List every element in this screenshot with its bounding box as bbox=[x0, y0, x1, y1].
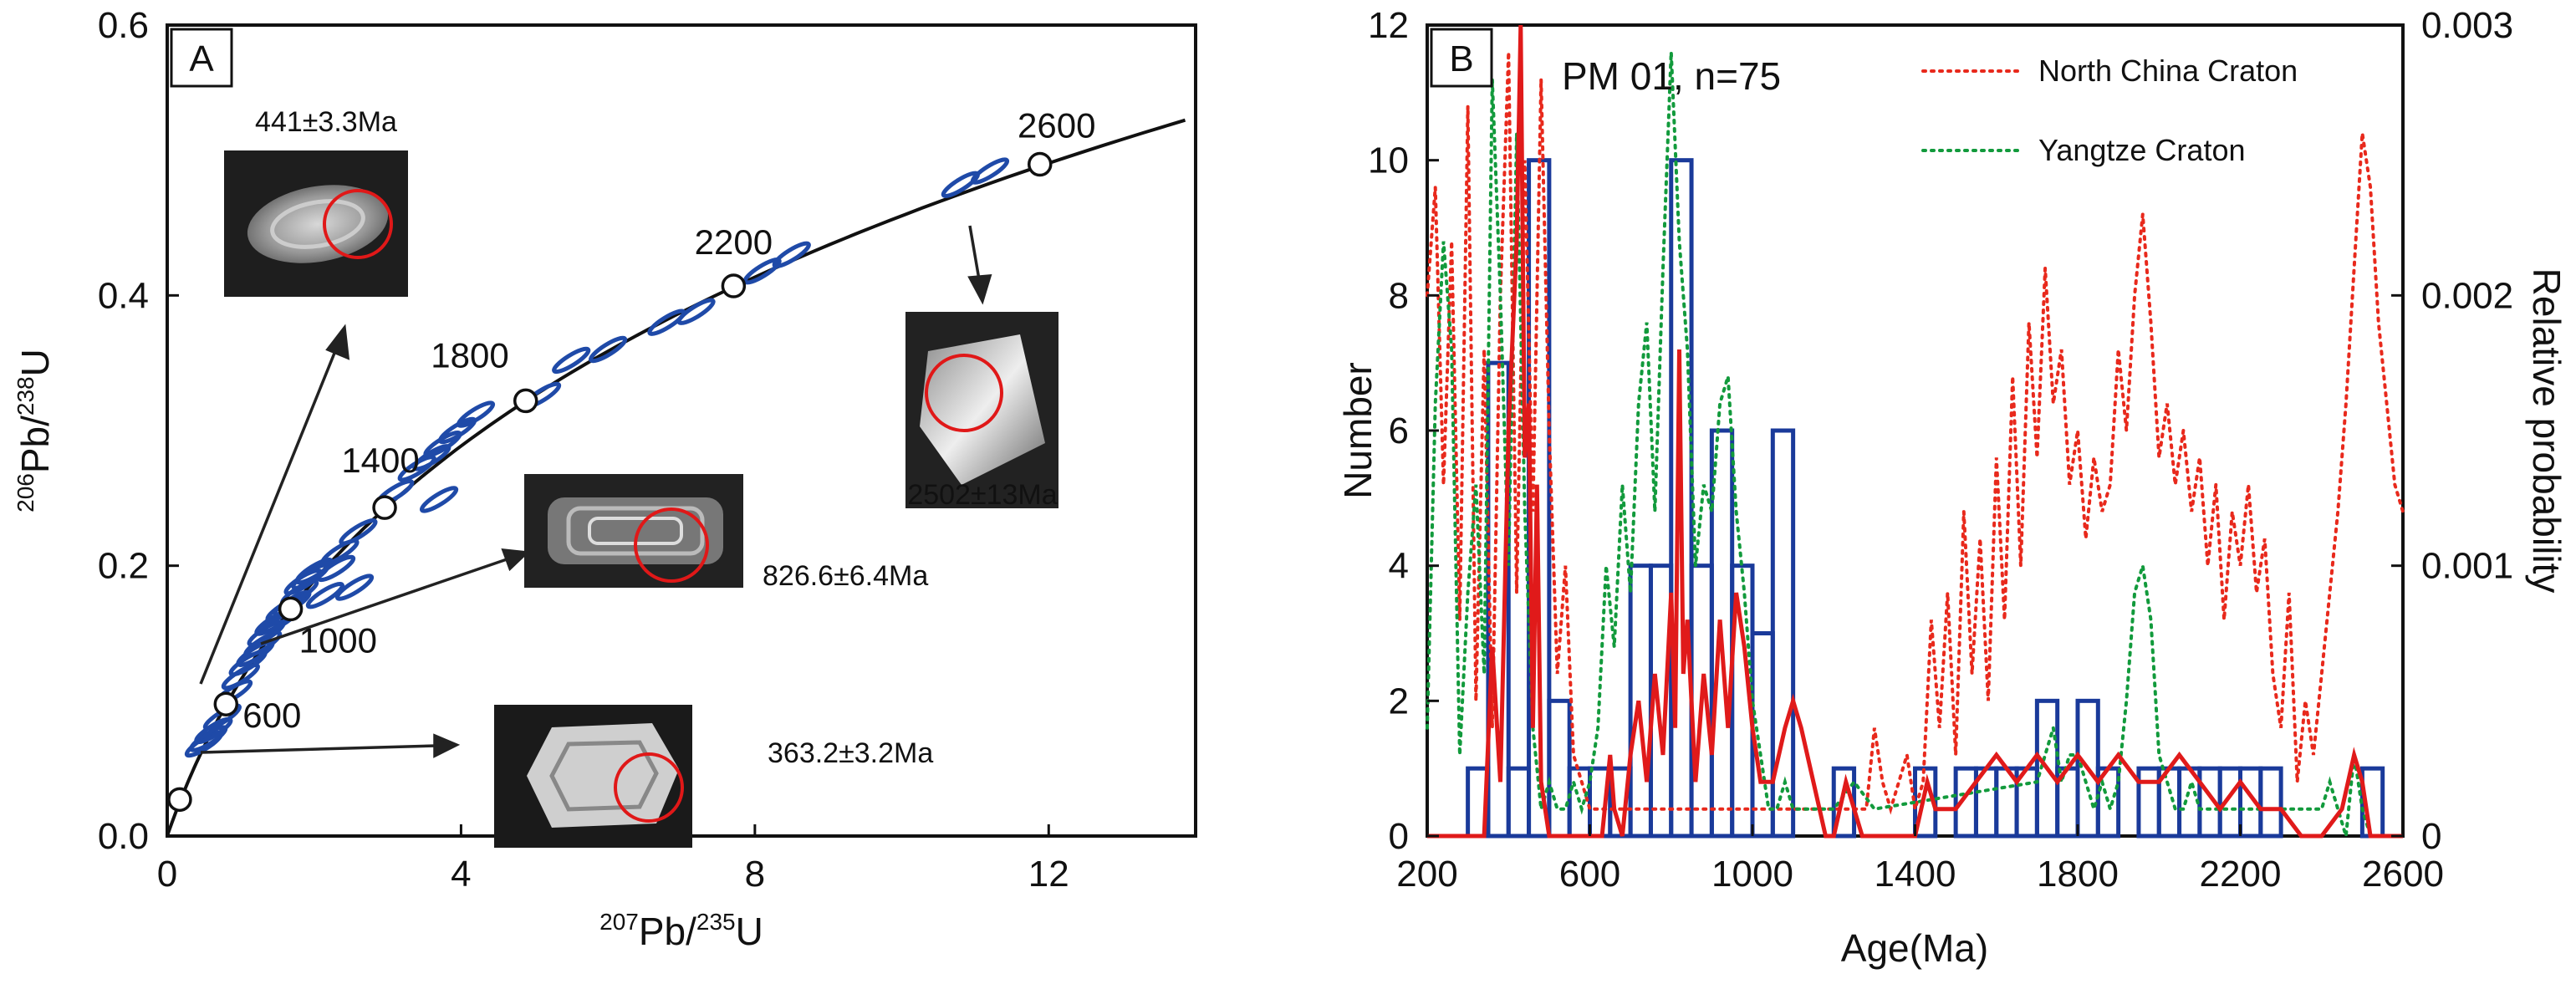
legend: North China Craton Yangtze Craton bbox=[1921, 54, 2298, 167]
analysis-ellipse bbox=[647, 308, 686, 336]
panel-b-ylabel-right: Relative probability bbox=[2525, 268, 2568, 594]
panel-a-xlabel: 207Pb/235U bbox=[599, 909, 763, 953]
sample-annotation: PM 01, n=75 bbox=[1562, 54, 1781, 98]
y-tick-label: 10 bbox=[1368, 140, 1409, 181]
concordia-age-label: 1800 bbox=[431, 335, 508, 375]
y-tick-label: 0.6 bbox=[98, 5, 149, 46]
y-tick-label: 8 bbox=[1389, 275, 1409, 316]
x-tick-label: 1800 bbox=[2037, 854, 2119, 895]
y-tick-label: 0 bbox=[1389, 816, 1409, 857]
zircon-age-label-1: 441±3.3Ma bbox=[255, 106, 397, 138]
panel-a-tag: A bbox=[189, 38, 214, 79]
panel-a-concordia: A 0 4 8 120.00.20.40.6 60010001400180022002… bbox=[13, 5, 1197, 953]
analysis-ellipse bbox=[334, 574, 375, 601]
analysis-ellipse bbox=[320, 538, 360, 566]
y-right-tick-label: 0.001 bbox=[2421, 546, 2513, 587]
analysis-ellipse bbox=[305, 582, 344, 609]
zircon-image-2 bbox=[524, 474, 743, 588]
panel-a-ylabel: 206Pb/238U bbox=[13, 349, 57, 512]
zircon-image-4 bbox=[905, 312, 1058, 508]
x-tick-label: 600 bbox=[1559, 854, 1620, 895]
analysis-ellipse bbox=[772, 241, 811, 269]
panel-b-axes: 200 600 1000 1400 1800 2200 260002468101200.00… bbox=[1368, 5, 2513, 895]
y-right-tick-label: 0.003 bbox=[2421, 5, 2513, 46]
x-tick-label: 1400 bbox=[1875, 854, 1956, 895]
concordia-origin-marker bbox=[167, 787, 192, 813]
analysis-ellipse bbox=[243, 630, 283, 658]
concordia-age-marker bbox=[1027, 151, 1053, 177]
y-right-tick-label: 0 bbox=[2421, 816, 2441, 857]
y-right-tick-label: 0.002 bbox=[2421, 275, 2513, 316]
legend-label-yc: Yangtze Craton bbox=[2038, 133, 2245, 167]
analysis-ellipse bbox=[456, 400, 496, 428]
x-tick-label: 4 bbox=[451, 854, 471, 895]
panel-b-xlabel: Age(Ma) bbox=[1841, 926, 1988, 970]
panel-b-tag-box bbox=[1430, 28, 1493, 88]
y-tick-label: 6 bbox=[1389, 410, 1409, 451]
analysis-ellipse bbox=[970, 157, 1010, 185]
annotation-arrows bbox=[199, 225, 992, 758]
panel-a-axes: 0 4 8 12 0.0 0.2 0.4 0.6 bbox=[98, 5, 1069, 895]
y-tick-label: 12 bbox=[1368, 5, 1409, 46]
north-china-craton-curve bbox=[1426, 52, 2405, 815]
y-tick-label: 2 bbox=[1389, 681, 1409, 721]
y-tick-label: 4 bbox=[1389, 546, 1409, 587]
y-tick-label: 0.0 bbox=[98, 816, 149, 857]
legend-label-ncc: North China Craton bbox=[2038, 54, 2298, 88]
histogram-bar bbox=[1486, 360, 1511, 839]
concordia-age-label: 2200 bbox=[695, 222, 773, 262]
panel-a-tag-box bbox=[170, 28, 233, 88]
x-tick-label: 12 bbox=[1028, 854, 1069, 895]
yangtze-craton-curve bbox=[1426, 52, 2380, 838]
concordia-age-marker bbox=[721, 273, 747, 298]
histogram-bar bbox=[1770, 428, 1796, 839]
analysis-ellipse bbox=[419, 486, 459, 513]
x-tick-label: 0 bbox=[157, 854, 177, 895]
zircon-age-label-4: 2502±13Ma bbox=[907, 479, 1057, 511]
x-tick-label: 8 bbox=[745, 854, 765, 895]
panel-b-histogram: 200 600 1000 1400 1800 2200 260002468101200.00… bbox=[1336, 5, 2568, 970]
x-tick-label: 200 bbox=[1396, 854, 1457, 895]
concordia-age-label: 1400 bbox=[341, 441, 419, 480]
y-tick-label: 0.2 bbox=[98, 546, 149, 587]
pm01-probability-curve bbox=[1427, 24, 2403, 839]
histogram-bar bbox=[2258, 766, 2283, 839]
panel-b-frame bbox=[1426, 23, 2405, 838]
x-tick-label: 2200 bbox=[2200, 854, 2282, 895]
zircon-image-1 bbox=[224, 150, 408, 297]
x-tick-label: 2600 bbox=[2362, 854, 2444, 895]
concordia-age-marker bbox=[213, 691, 239, 716]
concordia-age-marker bbox=[278, 596, 304, 622]
analysis-ellipse bbox=[552, 346, 591, 375]
concordia-age-marker bbox=[513, 388, 538, 414]
zircon-image-3 bbox=[494, 705, 692, 848]
x-tick-label: 1000 bbox=[1711, 854, 1793, 895]
analysis-ellipse bbox=[339, 518, 378, 546]
panel-b-tag: B bbox=[1449, 38, 1473, 79]
analysis-ellipse bbox=[676, 298, 716, 325]
zircon-age-label-2: 826.6±6.4Ma bbox=[763, 560, 928, 592]
concordia-age-label: 2600 bbox=[1018, 106, 1095, 145]
analysis-ellipse bbox=[316, 554, 356, 583]
y-tick-label: 0.4 bbox=[98, 275, 149, 316]
zircon-age-label-3: 363.2±3.2Ma bbox=[768, 737, 933, 769]
panel-b-ylabel: Number bbox=[1336, 362, 1380, 499]
analysis-ellipse bbox=[589, 335, 628, 364]
concordia-age-marker bbox=[372, 495, 397, 520]
concordia-age-label: 600 bbox=[242, 696, 301, 735]
